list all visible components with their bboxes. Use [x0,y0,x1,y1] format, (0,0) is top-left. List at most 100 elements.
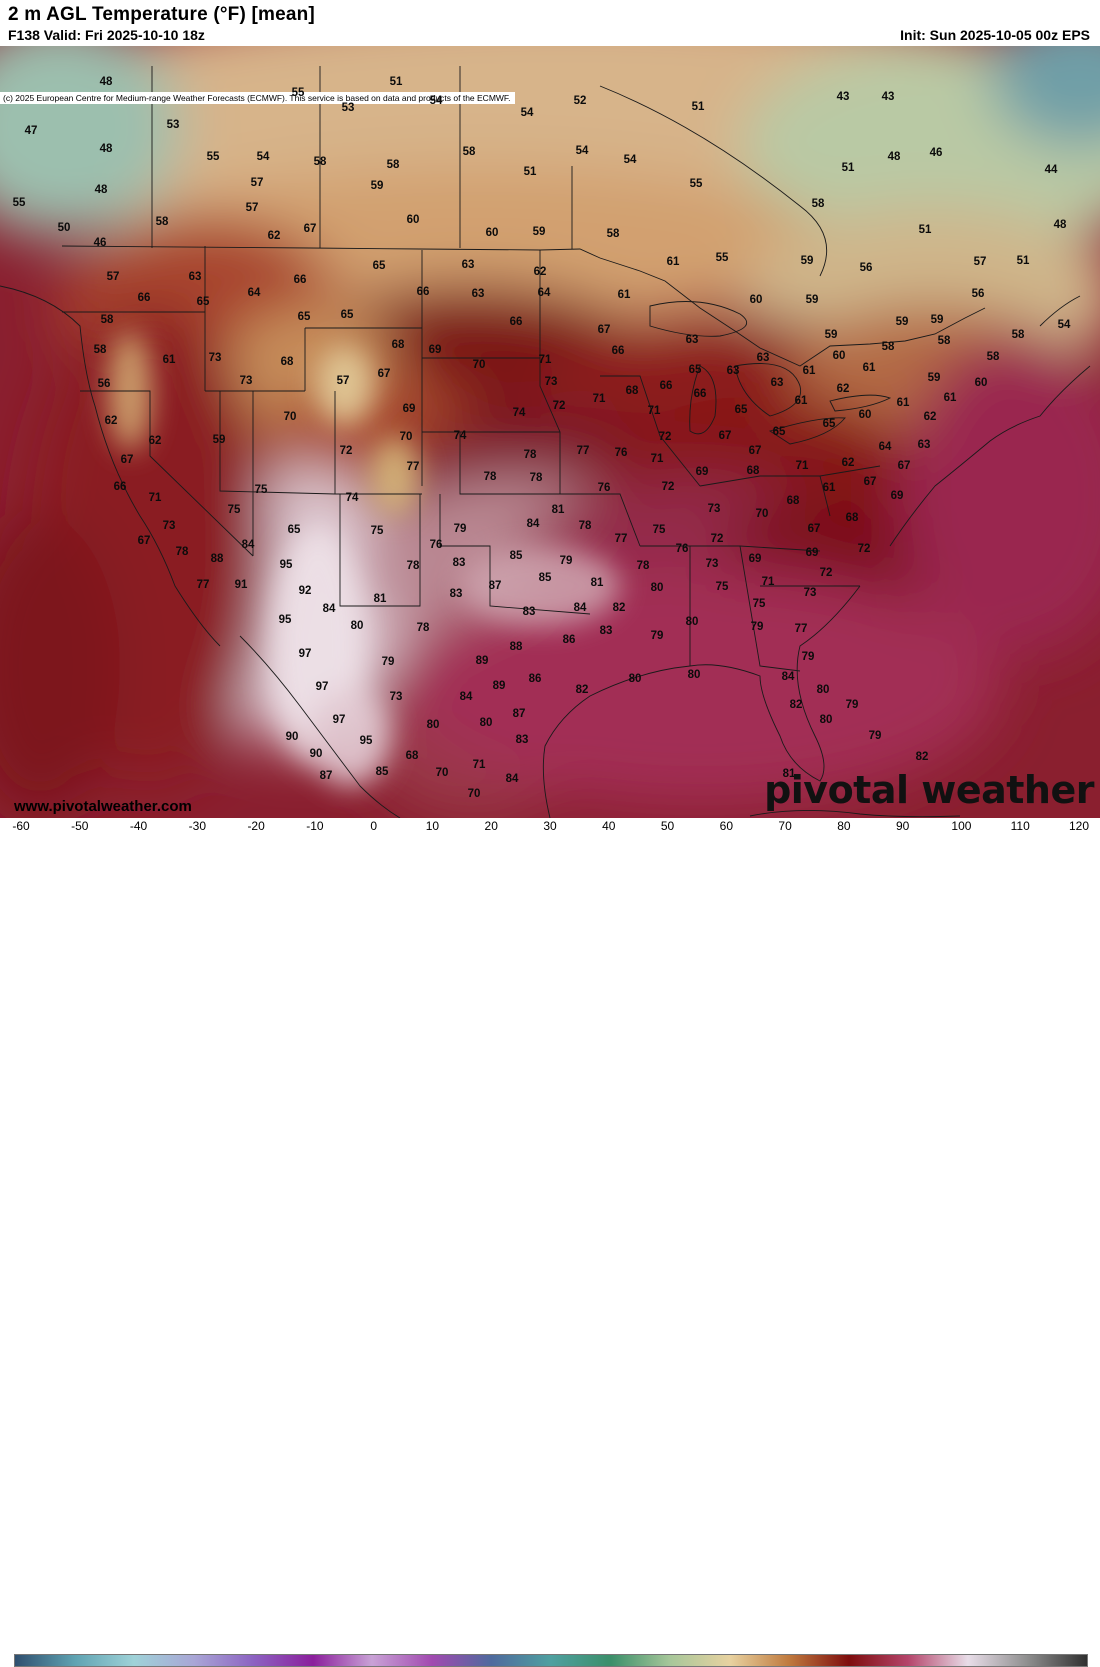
temperature-value: 65 [340,309,354,321]
temperature-value: 61 [943,392,957,404]
temperature-value: 59 [895,316,909,328]
temperature-value: 70 [283,411,297,423]
temperature-value: 62 [836,383,850,395]
temperature-value: 53 [341,102,355,114]
scale-tick-label: -30 [188,819,206,833]
temperature-value: 78 [175,546,189,558]
temperature-value: 59 [212,434,226,446]
temperature-value: 97 [315,681,329,693]
temperature-value: 61 [822,482,836,494]
website-url[interactable]: www.pivotalweather.com [14,798,192,815]
temperature-value: 55 [12,197,26,209]
scale-tick-label: 60 [719,819,734,833]
temperature-value: 84 [526,518,540,530]
temperature-value: 72 [658,431,672,443]
temperature-value: 48 [887,151,901,163]
temperature-value: 76 [597,482,611,494]
temperature-value: 59 [930,314,944,326]
temperature-value: 83 [522,606,536,618]
attribution: (c) 2025 European Centre for Medium-rang… [0,92,515,104]
temperature-value: 82 [915,751,929,763]
temperature-value: 66 [113,481,127,493]
temperature-value: 51 [841,162,855,174]
temperature-value: 78 [636,560,650,572]
temperature-value: 66 [137,292,151,304]
temperature-value: 97 [332,714,346,726]
temperature-value: 78 [416,622,430,634]
temperature-value: 95 [359,735,373,747]
temperature-value: 80 [479,717,493,729]
temperature-value: 71 [647,405,661,417]
temperature-value: 58 [1011,329,1025,341]
temperature-value: 65 [287,524,301,536]
temperature-value: 80 [685,616,699,628]
temperature-value: 54 [623,154,637,166]
temperature-value: 77 [576,445,590,457]
temperature-value: 70 [755,508,769,520]
temperature-value: 97 [298,648,312,660]
temperature-value: 69 [805,547,819,559]
temperature-value: 60 [858,409,872,421]
temperature-value: 83 [449,588,463,600]
temperature-value: 92 [298,585,312,597]
temperature-value: 55 [206,151,220,163]
temperature-value: 58 [155,216,169,228]
temperature-value: 57 [250,177,264,189]
temperature-value: 72 [661,481,675,493]
temperature-value: 80 [350,620,364,632]
temperature-value: 66 [293,274,307,286]
scale-tick-label: 40 [602,819,616,833]
scale-tick-label: 30 [543,819,557,833]
temperature-value: 73 [544,376,558,388]
temperature-value: 58 [93,344,107,356]
scale-tick-label: 0 [370,819,377,833]
temperature-value: 68 [746,465,760,477]
temperature-value: 68 [845,512,859,524]
temperature-value: 68 [786,495,800,507]
temperature-value: 77 [406,461,420,473]
temperature-value: 78 [483,471,497,483]
scale-tick-label: -20 [247,819,265,833]
temperature-value: 65 [772,426,786,438]
temperature-value: 76 [675,543,689,555]
temperature-value: 89 [492,680,506,692]
scale-tick-label: -10 [306,819,324,833]
temperature-value: 60 [406,214,420,226]
brand-logo: pivotal weather [764,768,1094,812]
temperature-value: 51 [389,76,403,88]
temperature-value: 57 [106,271,120,283]
temperature-value: 58 [462,146,476,158]
temperature-value: 63 [770,377,784,389]
temperature-value: 59 [805,294,819,306]
temperature-map: (c) 2025 European Centre for Medium-rang… [0,46,1100,818]
temperature-value: 82 [612,602,626,614]
temperature-value: 78 [578,520,592,532]
temperature-value: 77 [794,623,808,635]
temperature-value: 59 [927,372,941,384]
temperature-value: 79 [650,630,664,642]
temperature-value: 75 [752,598,766,610]
temperature-value: 62 [841,457,855,469]
temperature-value: 59 [824,329,838,341]
temperature-value: 75 [652,524,666,536]
temperature-value: 71 [148,492,162,504]
temperature-value: 67 [863,476,877,488]
scale-tick-label: 80 [837,819,851,833]
temperature-value: 75 [715,581,729,593]
scale-tick-label: 20 [484,819,498,833]
temperature-value: 77 [614,533,628,545]
temperature-value: 68 [405,750,419,762]
temperature-value: 58 [937,335,951,347]
temperature-value: 69 [890,490,904,502]
temperature-value: 59 [370,180,384,192]
temperature-value: 61 [794,395,808,407]
temperature-value: 75 [227,504,241,516]
temperature-value: 65 [297,311,311,323]
temperature-value: 88 [210,553,224,565]
temperature-value: 57 [336,375,350,387]
temperature-value: 61 [802,365,816,377]
temperature-value: 71 [472,759,486,771]
temperature-value: 66 [611,345,625,357]
temperature-value: 73 [162,520,176,532]
temperature-value: 73 [705,558,719,570]
